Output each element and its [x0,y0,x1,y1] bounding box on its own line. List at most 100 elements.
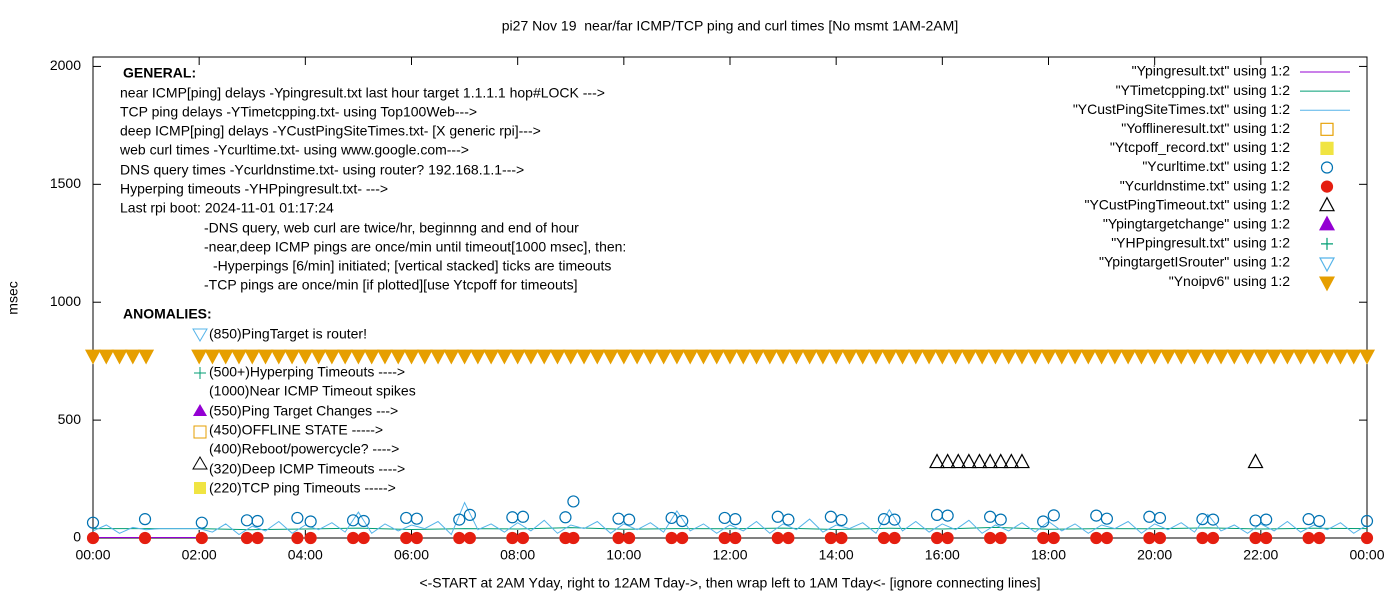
data-point [536,349,553,365]
data-point [974,349,991,365]
data-point [1080,349,1097,365]
data-point [350,349,367,365]
anomaly-note: (450)OFFLINE STATE -----> [209,422,383,438]
data-point [1090,531,1103,545]
data-point [782,513,795,526]
data-point [138,531,152,545]
data-point [567,495,580,508]
x-tick-label: 16:00 [925,547,960,563]
data-point [994,513,1007,526]
data-point [357,514,370,528]
data-point [516,531,530,545]
y-axis-label: msec [5,281,21,314]
data-point [1252,349,1269,365]
data-point [1093,349,1110,365]
legend-label: "Ynoipv6" using 1:2 [1169,273,1290,289]
data-point [84,349,102,365]
data-point [941,509,954,522]
data-point [291,531,304,545]
general-note: web curl times -Ycurltime.txt- using www… [119,142,469,158]
data-point [992,453,1009,469]
note-marker [193,425,207,439]
data-point [1332,349,1349,365]
y-tick-label: 1500 [50,175,81,191]
data-point [1247,453,1264,469]
data-point [1196,513,1209,526]
data-point [1013,349,1030,365]
data-point [1067,349,1084,365]
data-point [244,349,261,365]
data-point [939,453,956,469]
x-tick-label: 06:00 [394,547,429,563]
data-point [1226,349,1243,365]
data-point [676,531,689,545]
data-point [562,349,579,365]
data-point [1266,349,1283,365]
data-point [251,514,264,528]
data-point [888,531,901,545]
data-point [506,511,519,524]
data-point [1319,349,1336,365]
note-marker [192,456,208,470]
data-point [929,453,946,469]
legend-label: "YTimetcpping.txt" using 1:2 [1116,82,1291,98]
data-point [835,513,848,527]
data-point [1143,531,1156,545]
data-point [629,349,646,365]
data-point [854,349,871,365]
data-point [1106,349,1123,365]
data-point [463,508,476,521]
data-point [98,349,115,365]
data-point [1358,349,1376,365]
general-heading: GENERAL: [123,65,196,81]
data-point [735,349,752,365]
legend-swatch [1320,161,1334,174]
data-point [1302,513,1315,526]
data-point [323,349,340,365]
data-point [1047,531,1060,545]
data-point [1292,349,1309,365]
series-line [93,526,1368,531]
data-point [138,349,155,365]
data-point [1302,531,1315,545]
data-point [270,349,287,365]
data-point [1345,349,1362,365]
note-marker [194,482,206,494]
data-point [841,349,858,365]
general-note: -DNS query, web curl are twice/hr, begin… [204,220,579,236]
legend-swatch [1318,215,1336,231]
data-point [1143,510,1156,523]
general-note: -Hyperpings [6/min] initiated; [vertical… [213,258,611,274]
x-tick-label: 00:00 [75,547,110,563]
x-axis-label: <-START at 2AM Yday, right to 12AM Tday-… [419,575,1040,591]
data-point [921,349,938,365]
data-point [430,349,447,365]
data-point [337,349,354,365]
data-point [612,512,625,525]
data-point [984,510,997,523]
data-point [1305,349,1322,365]
x-tick-label: 14:00 [819,547,854,563]
general-note: TCP ping delays -YTimetcpping.txt- using… [120,104,477,120]
data-point [483,349,500,365]
data-point [1313,531,1326,545]
legend-swatch [1321,237,1333,250]
data-point [771,510,784,523]
data-point [111,349,128,365]
data-point [930,508,944,521]
data-point [665,531,678,545]
data-point [888,513,901,526]
data-point [950,453,967,469]
data-point [390,349,407,365]
data-point [456,349,473,365]
data-point [257,349,274,365]
data-point [1040,349,1057,365]
data-point [718,531,731,545]
data-point [1100,531,1113,545]
data-point [240,514,254,527]
data-point [230,349,247,365]
data-point [195,516,208,529]
data-point [416,349,433,365]
data-point [496,349,513,365]
legend-label: "Ytcpoff_record.txt" using 1:2 [1110,139,1290,155]
